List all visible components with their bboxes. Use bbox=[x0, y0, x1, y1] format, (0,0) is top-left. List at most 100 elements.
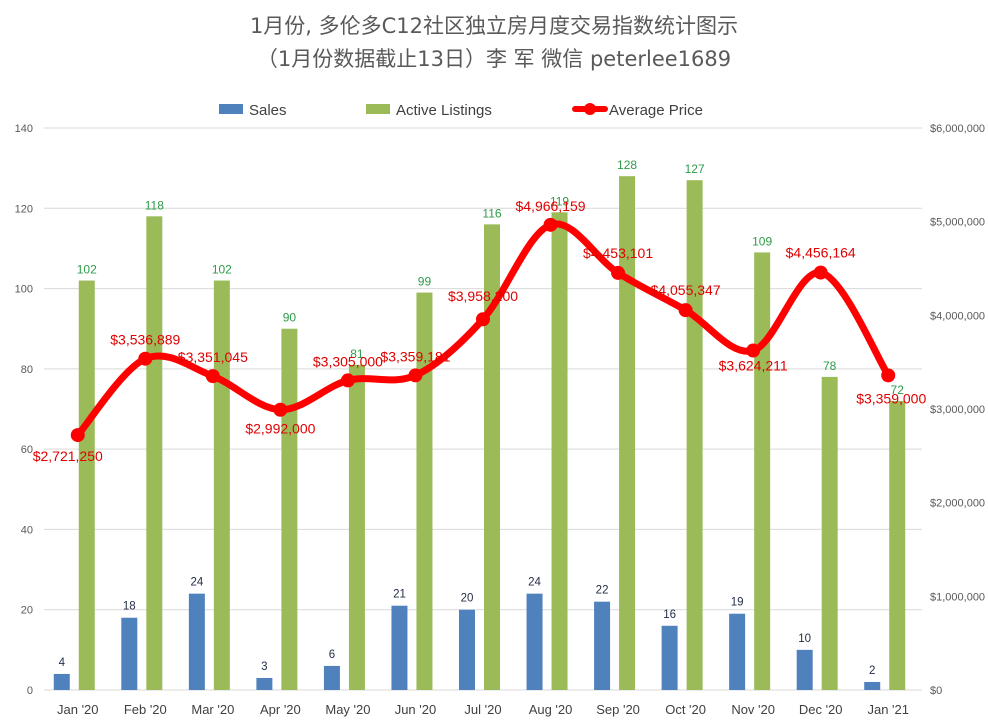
average-price-label: $4,966,159 bbox=[515, 198, 585, 214]
listings-value-label: 127 bbox=[685, 162, 705, 176]
average-price-label: $3,958,200 bbox=[448, 288, 518, 304]
listings-value-label: 78 bbox=[823, 359, 837, 373]
average-price-label: $3,536,889 bbox=[110, 332, 180, 348]
sales-value-label: 10 bbox=[798, 633, 811, 645]
listings-value-label: 81 bbox=[350, 347, 364, 361]
category-label: Mar '20 bbox=[191, 702, 234, 717]
average-price-label: $3,305,000 bbox=[313, 353, 383, 369]
sales-bar bbox=[864, 681, 881, 690]
listings-value-label: 119 bbox=[550, 194, 569, 208]
sales-bar bbox=[661, 625, 678, 690]
left-tick-label: 20 bbox=[21, 605, 33, 617]
listings-bar bbox=[281, 328, 298, 690]
listings-value-label: 109 bbox=[752, 234, 772, 248]
average-price-marker bbox=[340, 373, 355, 388]
left-tick-label: 140 bbox=[15, 123, 33, 135]
sales-value-label: 24 bbox=[190, 577, 203, 589]
right-tick-label: $2,000,000 bbox=[930, 498, 985, 510]
sales-value-label: 16 bbox=[663, 609, 676, 621]
category-label: Nov '20 bbox=[731, 702, 775, 717]
sales-value-label: 24 bbox=[528, 577, 541, 589]
sales-value-label: 3 bbox=[261, 661, 267, 673]
listings-value-label: 99 bbox=[418, 275, 432, 289]
listings-bar bbox=[146, 216, 163, 691]
average-price-marker bbox=[678, 303, 693, 318]
legend-swatch-sales bbox=[219, 104, 243, 114]
average-price-label: $4,456,164 bbox=[786, 245, 856, 261]
legend-marker-price bbox=[584, 103, 596, 115]
average-price-label: $4,055,347 bbox=[651, 282, 721, 298]
listings-bar bbox=[821, 376, 838, 690]
listings-bar bbox=[754, 252, 771, 690]
average-price-marker bbox=[70, 428, 85, 443]
right-tick-label: $3,000,000 bbox=[930, 404, 985, 416]
average-price-marker bbox=[476, 312, 490, 327]
sales-bar bbox=[323, 665, 340, 690]
right-axis: $0 $1,000,000 $2,000,000 $3,000,000 $4,000,0… bbox=[930, 123, 985, 697]
average-price-label: $2,721,250 bbox=[33, 448, 103, 464]
listings-value-label: 128 bbox=[617, 158, 637, 172]
category-label: Aug '20 bbox=[529, 702, 573, 717]
average-price-label: $3,624,211 bbox=[719, 358, 788, 374]
right-tick-label: $5,000,000 bbox=[930, 217, 985, 229]
category-label: Dec '20 bbox=[799, 702, 843, 717]
category-label: Jun '20 bbox=[395, 702, 437, 717]
listings-bar bbox=[484, 224, 500, 691]
sales-value-label: 20 bbox=[461, 593, 474, 605]
average-price-marker bbox=[205, 369, 220, 384]
listings-bar bbox=[619, 176, 636, 690]
sales-bar bbox=[526, 593, 543, 690]
sales-value-label: 22 bbox=[596, 585, 609, 597]
listings-bar bbox=[551, 212, 568, 691]
average-price-marker bbox=[881, 368, 896, 383]
sales-bar bbox=[459, 609, 475, 690]
listings-bar bbox=[416, 292, 433, 690]
average-price-marker bbox=[611, 265, 626, 280]
average-price-marker bbox=[746, 343, 761, 358]
left-axis: 0 20 40 60 80 100 120 140 bbox=[15, 123, 33, 697]
category-label: May '20 bbox=[325, 702, 370, 717]
chart-subtitle: （1月份数据截止13日）李 军 微信 peterlee1689 bbox=[257, 47, 731, 71]
sales-bar bbox=[594, 601, 611, 690]
average-price-label: $3,359,181 bbox=[380, 348, 450, 364]
category-axis: Jan '20 Feb '20 Mar '20 Apr '20 May '20 Jun '… bbox=[57, 702, 909, 717]
sales-value-label: 6 bbox=[329, 649, 335, 661]
listings-value-label: 118 bbox=[145, 198, 164, 212]
average-price-label: $2,992,000 bbox=[245, 421, 315, 437]
sales-bar bbox=[391, 605, 408, 690]
average-price-label: $3,359,000 bbox=[856, 390, 926, 406]
listings-bar bbox=[348, 364, 365, 690]
legend-swatch-listings bbox=[366, 104, 390, 114]
chart-title: 1月份, 多伦多C12社区独立房月度交易指数统计图示 bbox=[250, 14, 738, 38]
category-label: Apr '20 bbox=[260, 702, 301, 717]
legend-label-sales: Sales bbox=[249, 102, 287, 119]
sales-value-label: 2 bbox=[869, 665, 875, 677]
listings-value-label: 90 bbox=[283, 311, 297, 325]
average-price-marker bbox=[138, 351, 153, 366]
listings-bar bbox=[213, 280, 230, 690]
sales-value-label: 4 bbox=[59, 657, 66, 669]
sales-bar bbox=[796, 649, 813, 690]
sales-bar bbox=[256, 677, 273, 690]
listings-bar bbox=[686, 180, 703, 690]
average-price-label: $3,351,045 bbox=[178, 349, 248, 365]
listings-value-label: 102 bbox=[77, 263, 97, 277]
left-tick-label: 120 bbox=[15, 203, 33, 215]
left-tick-label: 60 bbox=[21, 444, 33, 456]
listings-value-label: 116 bbox=[482, 206, 501, 220]
sales-bar bbox=[188, 593, 205, 690]
sales-bar bbox=[53, 673, 70, 690]
category-label: Jan '21 bbox=[867, 702, 909, 717]
right-tick-label: $4,000,000 bbox=[930, 310, 985, 322]
category-label: Feb '20 bbox=[124, 702, 167, 717]
right-tick-label: $0 bbox=[930, 685, 942, 697]
average-price-marker bbox=[408, 368, 423, 383]
sales-value-label: 21 bbox=[393, 589, 406, 601]
listings-bar bbox=[889, 400, 906, 690]
sales-value-label: 19 bbox=[731, 597, 744, 609]
right-tick-label: $1,000,000 bbox=[930, 591, 985, 603]
listings-bar bbox=[78, 280, 95, 690]
left-tick-label: 80 bbox=[21, 364, 33, 376]
legend-label-listings: Active Listings bbox=[396, 102, 492, 119]
